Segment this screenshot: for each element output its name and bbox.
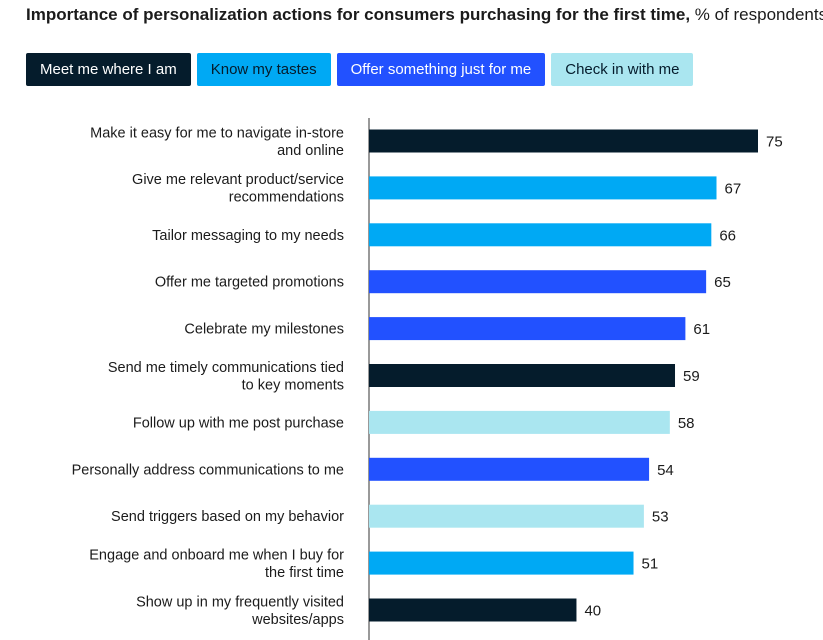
bar-follow-up-with-me-post-purchase <box>369 410 670 434</box>
legend-item-offer-something-just-for-me: Offer something just for me <box>336 53 546 86</box>
legend: Meet me where I am Know my tastes Offer … <box>26 53 694 86</box>
chart-title: Importance of personalization actions fo… <box>26 4 823 26</box>
value-label-engage-and-onboard-me-when-i-buy-for-the-first-time: 51 <box>642 556 659 573</box>
category-label-show-up-in-my-frequently-visited-websites-apps: Show up in my frequently visited websites… <box>136 594 344 628</box>
chart-title-bold: Importance of personalization actions fo… <box>26 5 691 24</box>
bar-personally-address-communications-to-me <box>369 457 650 481</box>
value-label-give-me-relevant-product-service-recommendations: 67 <box>725 180 742 197</box>
category-label-give-me-relevant-product-service-recommendations: Give me relevant product/service recommen… <box>132 172 344 206</box>
category-label-offer-me-targeted-promotions: Offer me targeted promotions <box>155 275 344 291</box>
category-label-follow-up-with-me-post-purchase: Follow up with me post purchase <box>133 415 344 431</box>
value-label-follow-up-with-me-post-purchase: 58 <box>678 415 695 432</box>
category-label-send-me-timely-communications-tied-to-key-moments: Send me timely communications tied to key… <box>108 360 344 394</box>
chart-title-unit: % of respondents <box>690 5 823 24</box>
value-label-show-up-in-my-frequently-visited-websites-apps: 40 <box>584 603 601 620</box>
value-label-tailor-messaging-to-my-needs: 66 <box>719 227 736 244</box>
category-label-send-triggers-based-on-my-behavior: Send triggers based on my behavior <box>111 509 344 525</box>
value-label-make-it-easy-for-me-to-navigate-in-store-and-online: 75 <box>766 134 783 151</box>
bar-engage-and-onboard-me-when-i-buy-for-the-first-time <box>369 551 634 575</box>
category-label-make-it-easy-for-me-to-navigate-in-store-and-online: Make it easy for me to navigate in-store… <box>90 125 344 159</box>
bar-send-me-timely-communications-tied-to-key-moments <box>369 364 676 387</box>
bar-show-up-in-my-frequently-visited-websites-apps <box>369 598 577 622</box>
legend-item-meet-me-where-i-am: Meet me where I am <box>26 53 191 86</box>
value-label-personally-address-communications-to-me: 54 <box>657 462 674 479</box>
bar-tailor-messaging-to-my-needs <box>369 223 712 247</box>
bar-send-triggers-based-on-my-behavior <box>369 504 644 528</box>
value-label-send-me-timely-communications-tied-to-key-moments: 59 <box>683 368 700 385</box>
bar-offer-me-targeted-promotions <box>369 270 707 294</box>
category-label-tailor-messaging-to-my-needs: Tailor messaging to my needs <box>152 228 344 244</box>
bar-celebrate-my-milestones <box>369 317 686 341</box>
bar-give-me-relevant-product-service-recommendations <box>369 176 717 200</box>
value-label-celebrate-my-milestones: 61 <box>693 321 710 338</box>
value-label-send-triggers-based-on-my-behavior: 53 <box>652 509 669 526</box>
legend-item-check-in-with-me: Check in with me <box>551 53 694 86</box>
legend-item-know-my-tastes: Know my tastes <box>196 53 331 86</box>
category-label-engage-and-onboard-me-when-i-buy-for-the-first-time: Engage and onboard me when I buy for the … <box>89 547 344 581</box>
value-label-offer-me-targeted-promotions: 65 <box>714 274 731 291</box>
category-label-celebrate-my-milestones: Celebrate my milestones <box>184 322 344 338</box>
bar-make-it-easy-for-me-to-navigate-in-store-and-online <box>369 129 758 153</box>
category-label-personally-address-communications-to-me: Personally address communications to me <box>72 462 344 478</box>
